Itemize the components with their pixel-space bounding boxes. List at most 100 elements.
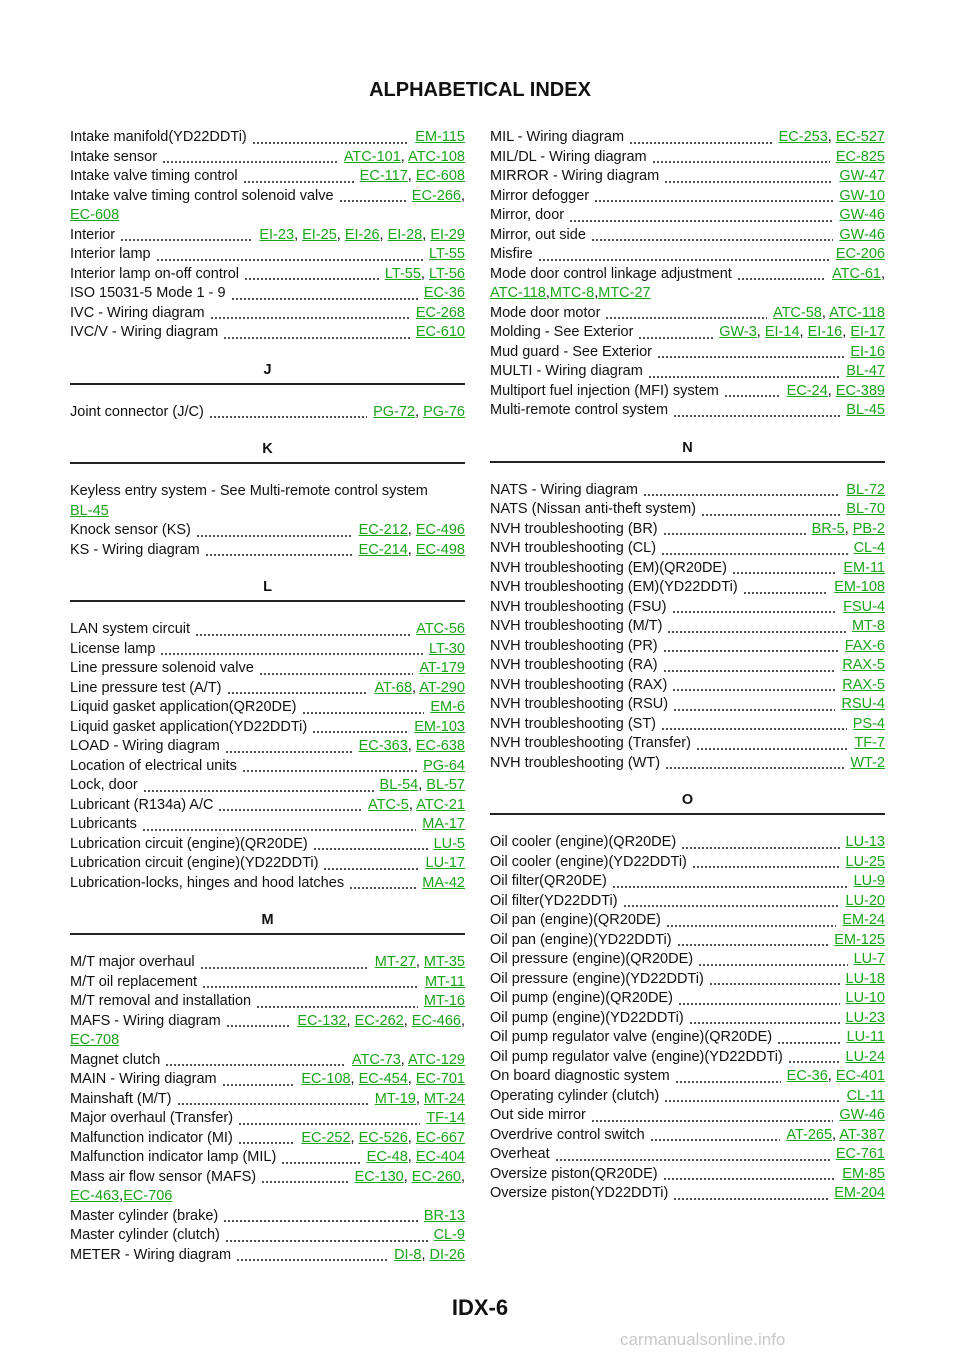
- index-link[interactable]: MT-8: [851, 618, 885, 634]
- index-link[interactable]: TF-14: [426, 1110, 465, 1126]
- index-link[interactable]: EC-401: [835, 1068, 885, 1084]
- index-link[interactable]: EI-28: [387, 226, 423, 243]
- index-link[interactable]: LT-55: [384, 265, 421, 282]
- index-link[interactable]: BL-72: [846, 481, 885, 498]
- index-link[interactable]: BL-47: [846, 363, 885, 379]
- index-link[interactable]: CL-4: [853, 540, 885, 556]
- index-link[interactable]: EC-526: [358, 1129, 408, 1146]
- index-link[interactable]: ATC-58: [772, 304, 822, 321]
- index-link[interactable]: LU-10: [845, 990, 886, 1006]
- index-link[interactable]: AT-179: [419, 660, 465, 676]
- index-link[interactable]: EC-36: [786, 1068, 828, 1084]
- index-link[interactable]: LU-20: [845, 892, 886, 909]
- index-link[interactable]: LU-13: [845, 834, 886, 850]
- index-link[interactable]: AT-265: [786, 1126, 833, 1143]
- index-link[interactable]: EI-25: [302, 226, 337, 243]
- index-link[interactable]: ATC-108: [408, 148, 465, 165]
- index-link[interactable]: BR-5: [811, 520, 845, 537]
- index-link[interactable]: EI-14: [764, 324, 800, 340]
- index-link[interactable]: GW-46: [839, 207, 885, 223]
- index-link[interactable]: AT-290: [419, 679, 465, 696]
- index-link[interactable]: FSU-4: [843, 598, 885, 615]
- index-link[interactable]: LU-17: [425, 855, 466, 871]
- index-link[interactable]: EC-708: [70, 1032, 120, 1048]
- index-link[interactable]: MT-11: [424, 973, 465, 990]
- index-link[interactable]: EC-496: [415, 522, 465, 538]
- index-link[interactable]: EM-85: [842, 1165, 885, 1182]
- index-link[interactable]: MT-19: [374, 1090, 416, 1107]
- index-link[interactable]: EC-466: [411, 1012, 461, 1029]
- index-link[interactable]: LU-7: [853, 951, 885, 967]
- index-link[interactable]: BL-45: [846, 402, 885, 418]
- index-link[interactable]: EC-108: [301, 1071, 351, 1087]
- index-link[interactable]: EC-527: [835, 129, 885, 145]
- index-link[interactable]: EI-16: [850, 343, 885, 360]
- index-link[interactable]: EC-638: [415, 738, 465, 754]
- index-link[interactable]: EC-701: [415, 1071, 465, 1087]
- index-link[interactable]: ATC-5: [368, 796, 409, 813]
- index-link[interactable]: ATC-73: [351, 1051, 401, 1068]
- index-link[interactable]: MA-17: [422, 816, 465, 832]
- index-link[interactable]: GW-3: [719, 324, 757, 340]
- index-link[interactable]: EC-268: [415, 304, 465, 321]
- index-link[interactable]: PB-2: [852, 520, 885, 537]
- index-link[interactable]: EI-17: [850, 324, 885, 340]
- index-link[interactable]: DI-8: [394, 1246, 422, 1263]
- index-link[interactable]: EM-115: [415, 129, 465, 145]
- index-link[interactable]: EC-130: [354, 1168, 404, 1185]
- index-link[interactable]: GW-46: [839, 1107, 885, 1123]
- index-link[interactable]: LT-55: [428, 246, 465, 262]
- index-link[interactable]: MT-27: [374, 954, 416, 970]
- index-link[interactable]: AT-387: [839, 1126, 885, 1143]
- index-link[interactable]: LU-18: [845, 970, 886, 987]
- index-link[interactable]: MA-42: [422, 874, 465, 891]
- index-link[interactable]: WT-2: [850, 754, 885, 771]
- index-link[interactable]: EC-132: [297, 1012, 347, 1029]
- index-link[interactable]: GW-46: [839, 226, 885, 243]
- index-link[interactable]: AT-68: [374, 679, 413, 696]
- index-link[interactable]: EC-206: [835, 246, 885, 262]
- index-link[interactable]: LU-25: [845, 853, 886, 870]
- index-link[interactable]: EC-24: [786, 382, 828, 399]
- index-link[interactable]: EC-761: [835, 1146, 885, 1162]
- index-link[interactable]: MTC-8: [549, 285, 595, 301]
- index-link[interactable]: EC-117: [359, 168, 408, 184]
- index-link[interactable]: EC-498: [415, 541, 465, 558]
- index-link[interactable]: EC-667: [415, 1129, 465, 1146]
- index-link[interactable]: EC-260: [411, 1168, 461, 1185]
- index-link[interactable]: LU-23: [845, 1009, 886, 1026]
- index-link[interactable]: MT-35: [423, 954, 465, 970]
- index-link[interactable]: CL-11: [846, 1087, 885, 1104]
- index-link[interactable]: GW-47: [839, 168, 885, 184]
- index-link[interactable]: CL-9: [433, 1227, 465, 1243]
- index-link[interactable]: BL-70: [846, 501, 885, 517]
- index-link[interactable]: PG-72: [373, 403, 416, 420]
- index-link[interactable]: EC-608: [415, 168, 465, 184]
- index-link[interactable]: EI-26: [344, 226, 380, 243]
- index-link[interactable]: ATC-56: [416, 621, 465, 637]
- index-link[interactable]: ATC-61: [832, 265, 881, 282]
- index-link[interactable]: EM-125: [834, 931, 885, 948]
- index-link[interactable]: EC-706: [123, 1188, 173, 1204]
- index-link[interactable]: TF-7: [854, 735, 885, 751]
- index-link[interactable]: RAX-5: [842, 657, 885, 673]
- index-link[interactable]: EC-36: [423, 285, 465, 301]
- index-link[interactable]: ATC-21: [416, 796, 465, 813]
- index-link[interactable]: LU-9: [853, 873, 885, 889]
- index-link[interactable]: PS-4: [852, 715, 885, 732]
- index-link[interactable]: LU-11: [846, 1029, 885, 1045]
- index-link[interactable]: BR-13: [423, 1207, 465, 1224]
- index-link[interactable]: BL-57: [426, 777, 465, 793]
- index-link[interactable]: MT-16: [423, 993, 465, 1009]
- index-link[interactable]: EM-6: [430, 699, 465, 715]
- index-link[interactable]: GW-10: [839, 187, 885, 204]
- index-link[interactable]: BL-54: [379, 777, 419, 793]
- index-link[interactable]: EI-16: [807, 324, 843, 340]
- index-link[interactable]: ATC-118: [490, 285, 546, 301]
- index-link[interactable]: LU-24: [845, 1048, 886, 1065]
- index-link[interactable]: EI-29: [430, 226, 465, 243]
- index-link[interactable]: MTC-27: [598, 285, 651, 301]
- index-link[interactable]: EC-363: [358, 738, 408, 754]
- index-link[interactable]: ATC-129: [408, 1051, 465, 1068]
- index-link[interactable]: DI-26: [429, 1246, 465, 1263]
